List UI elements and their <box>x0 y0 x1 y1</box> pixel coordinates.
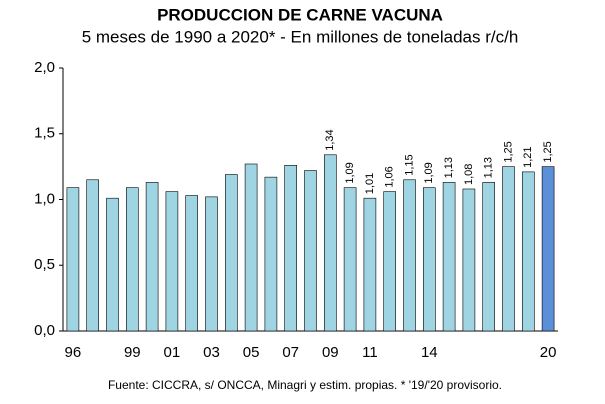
x-tick-label: 14 <box>421 344 438 361</box>
chart-subtitle: 5 meses de 1990 a 2020* - En millones de… <box>82 27 519 46</box>
x-tick-label: 20 <box>540 344 557 361</box>
x-tick-label: 09 <box>322 344 339 361</box>
value-label: 1,15 <box>403 154 415 175</box>
y-tick-label: 0,0 <box>34 322 55 339</box>
bar <box>482 182 496 332</box>
chart-title: PRODUCCION DE CARNE VACUNA <box>157 5 443 24</box>
value-label: 1,08 <box>463 164 475 185</box>
bar <box>205 196 218 332</box>
x-tick-label: 05 <box>243 344 260 361</box>
value-label: 1,34 <box>324 129 336 150</box>
value-label: 1,25 <box>542 141 554 162</box>
bar <box>165 191 179 332</box>
value-label: 1,13 <box>483 157 495 178</box>
bar <box>66 187 80 332</box>
y-tick-label: 0,5 <box>34 256 55 273</box>
bar <box>403 179 416 332</box>
x-tick-label: 01 <box>164 344 181 361</box>
x-tick-label: 96 <box>65 344 82 361</box>
bar <box>304 170 317 332</box>
bar <box>462 188 476 332</box>
y-tick-label: 1,5 <box>34 125 55 142</box>
value-label: 1,09 <box>344 162 356 183</box>
y-tick-label: 2,0 <box>34 59 55 76</box>
bar <box>86 179 99 332</box>
x-tick-label: 07 <box>282 344 299 361</box>
bar <box>126 187 139 332</box>
value-label: 1,25 <box>502 141 514 162</box>
bar <box>225 174 238 332</box>
bar <box>244 163 258 332</box>
bar <box>502 166 515 332</box>
bar <box>323 154 337 332</box>
x-tick-label: 99 <box>124 344 141 361</box>
x-tick-label: 03 <box>203 344 220 361</box>
bar <box>343 187 357 332</box>
x-tick-label: 11 <box>362 344 378 361</box>
bar <box>442 182 456 332</box>
y-tick-label: 1,0 <box>34 190 55 207</box>
value-label: 1,21 <box>522 146 534 167</box>
bar <box>264 176 278 332</box>
bar <box>422 187 436 332</box>
value-label: 1,09 <box>423 162 435 183</box>
value-label: 1,13 <box>443 157 455 178</box>
source-note: Fuente: CICCRA, s/ ONCCA, Minagri y esti… <box>108 378 502 392</box>
bar <box>383 191 397 332</box>
bar <box>363 197 377 332</box>
bar <box>145 182 159 332</box>
bar <box>541 166 555 332</box>
value-label: 1,06 <box>384 166 396 187</box>
bar <box>521 171 535 332</box>
value-label: 1,01 <box>364 173 376 194</box>
bar <box>284 165 298 332</box>
bar <box>106 197 119 332</box>
bar <box>185 195 198 332</box>
